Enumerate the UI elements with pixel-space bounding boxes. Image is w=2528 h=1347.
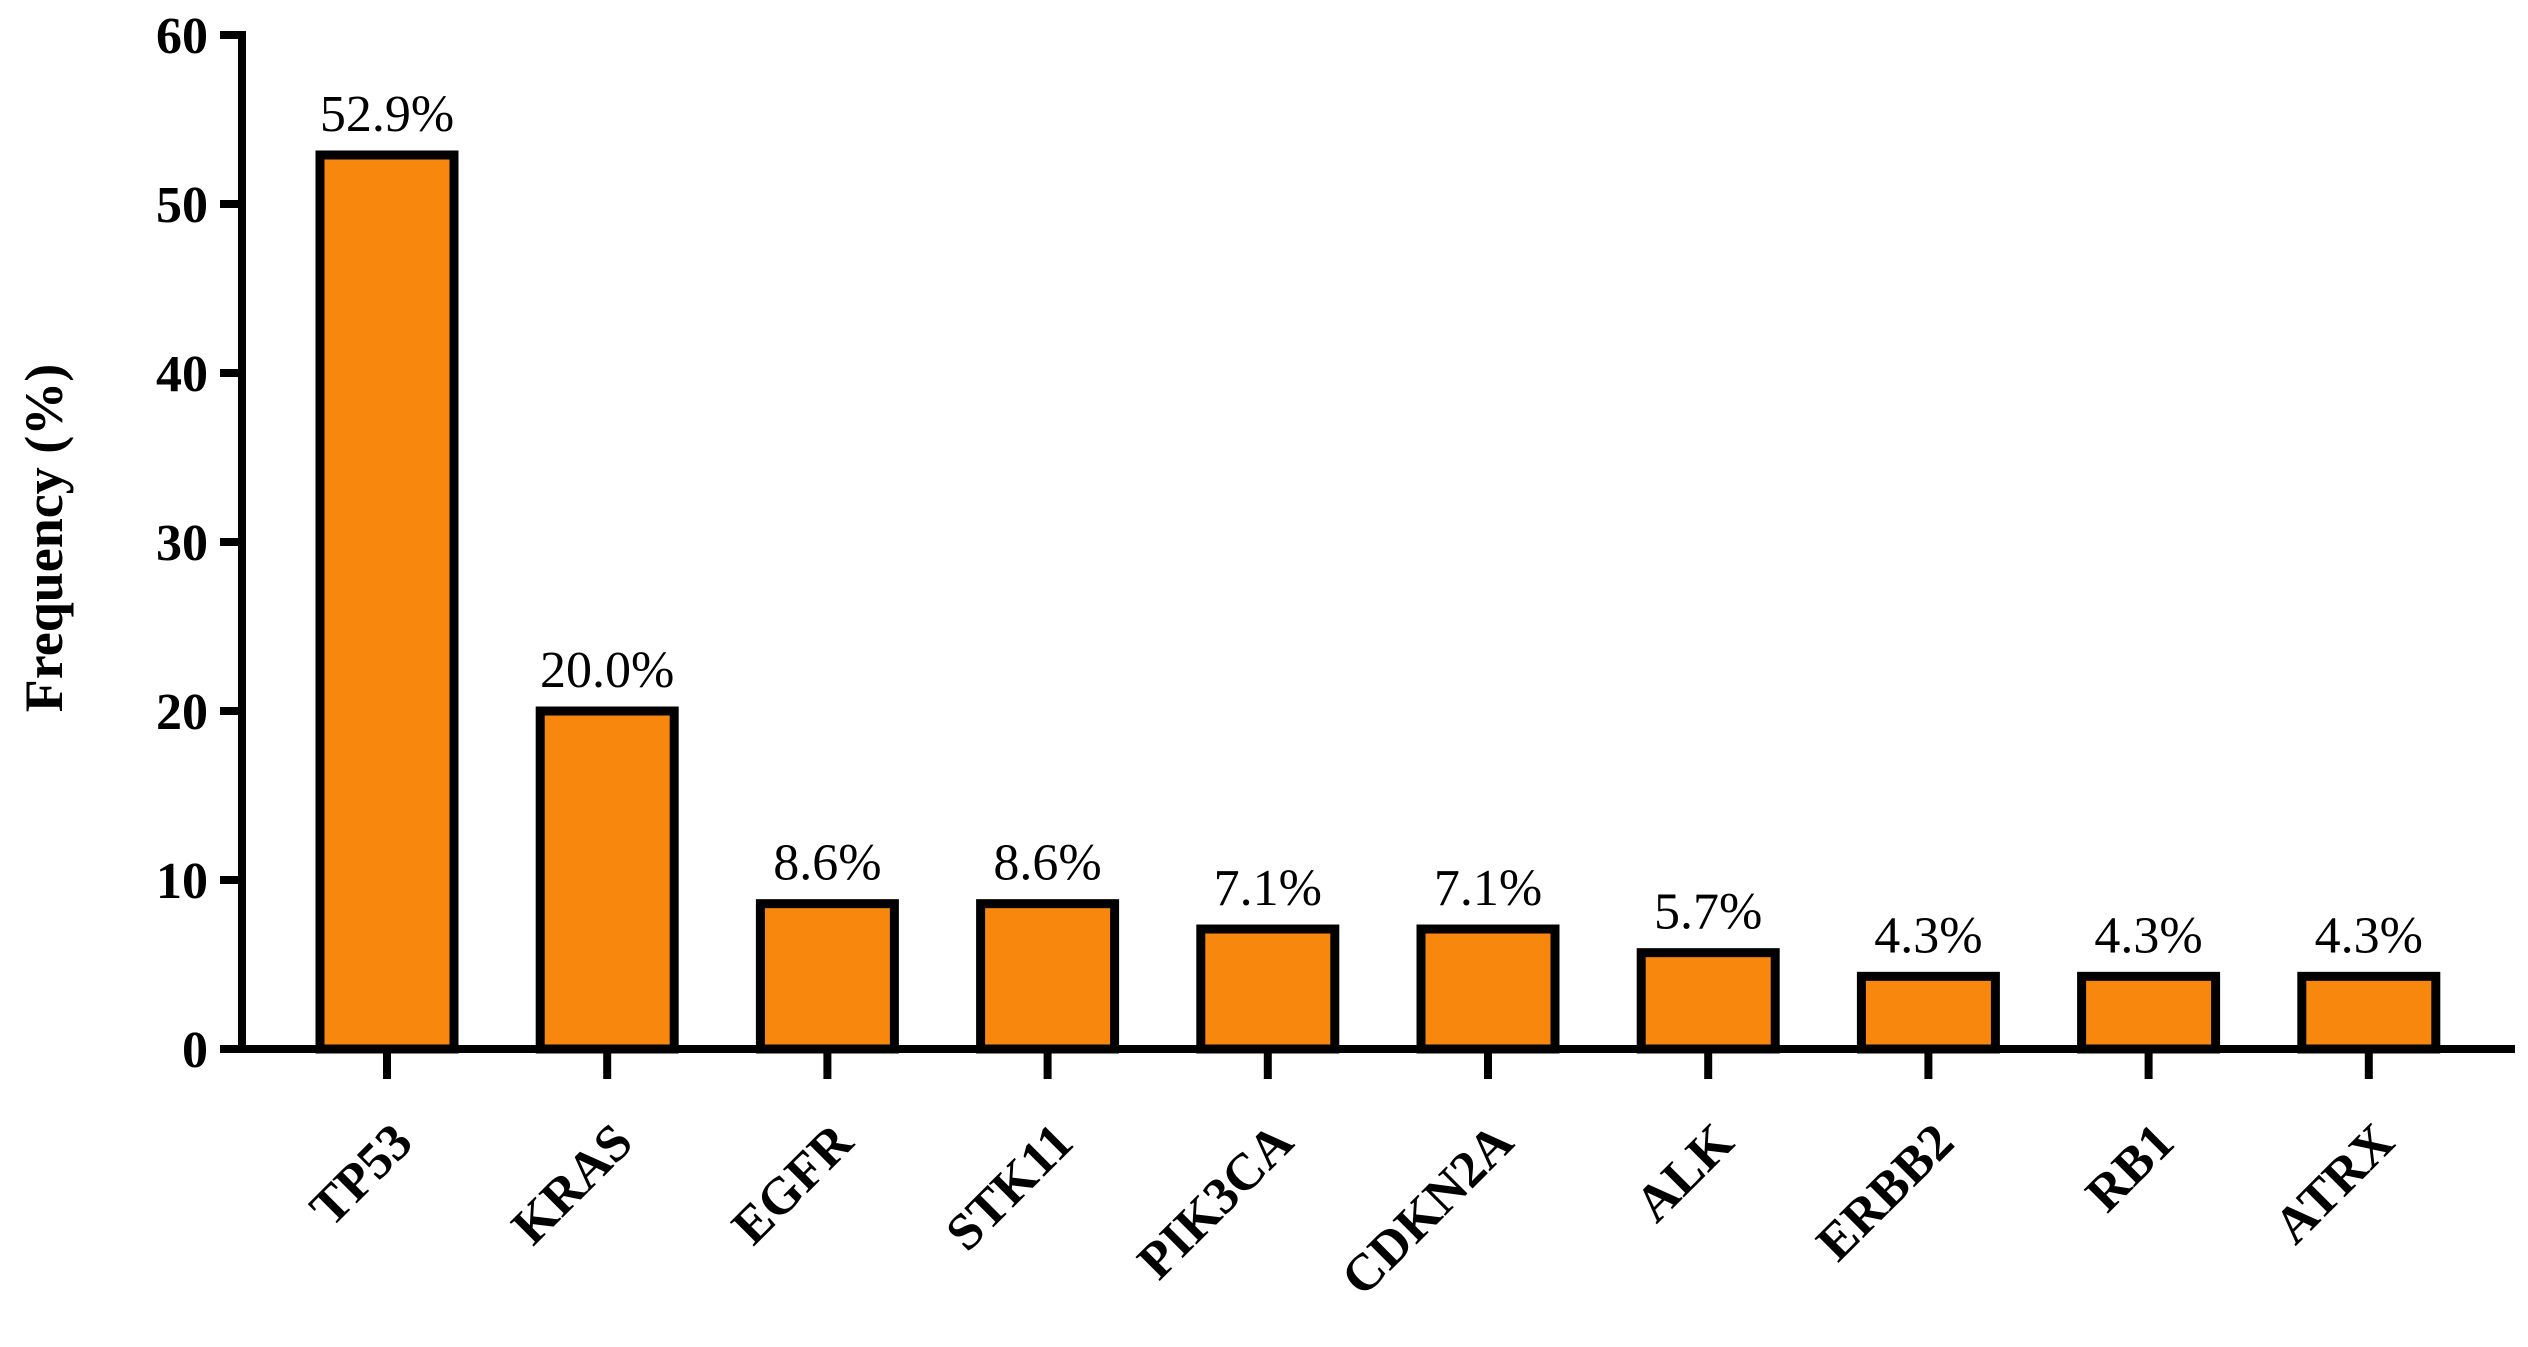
bar-kras [535, 706, 679, 1054]
x-tick-label-kras: KRAS [501, 1113, 643, 1255]
y-tick-label: 40 [156, 346, 208, 403]
data-label-kras: 20.0% [540, 642, 674, 699]
bar-tp53 [315, 150, 459, 1054]
data-label-stk11: 8.6% [993, 835, 1101, 892]
x-tick-label-stk11: STK11 [935, 1113, 1084, 1262]
x-tick-label-pik3ca: PIK3CA [1127, 1113, 1304, 1290]
data-label-rb1: 4.3% [2094, 907, 2202, 964]
data-label-tp53: 52.9% [320, 86, 454, 143]
bar-rb1 [2077, 971, 2221, 1054]
y-tick-label: 20 [156, 684, 208, 741]
data-label-egfr: 8.6% [773, 835, 881, 892]
y-tick-label: 0 [182, 1022, 208, 1079]
bar-egfr [755, 899, 899, 1054]
bar-erbb2 [1856, 971, 2000, 1054]
y-tick-label: 30 [156, 515, 208, 572]
y-tick-label: 50 [156, 177, 208, 234]
plot-area: 0 10 20 30 40 50 60 TP53 52.9% KRAS 20.0% EGFR 8.6% S… [156, 8, 2515, 1307]
x-tick-label-cdkn2a: CDKN2A [1331, 1113, 1525, 1307]
data-label-alk: 5.7% [1654, 884, 1762, 941]
data-label-atrx: 4.3% [2315, 907, 2423, 964]
x-tick-label-egfr: EGFR [721, 1112, 864, 1255]
bar-cdkn2a [1416, 924, 1560, 1054]
y-tick-label: 60 [156, 8, 208, 65]
data-label-cdkn2a: 7.1% [1434, 860, 1542, 917]
bar-stk11 [976, 899, 1120, 1054]
x-tick-label-erbb2: ERBB2 [1806, 1113, 1965, 1272]
data-label-pik3ca: 7.1% [1214, 860, 1322, 917]
x-tick-label-atrx: ATRX [2264, 1113, 2406, 1255]
x-tick-label-rb1: RB1 [2075, 1113, 2185, 1223]
y-tick-label: 10 [156, 853, 208, 910]
bar-alk [1636, 948, 1780, 1054]
y-axis-title: Frequency (%) [14, 364, 74, 712]
bar-atrx [2297, 971, 2441, 1054]
data-label-erbb2: 4.3% [1874, 907, 1982, 964]
bar-pik3ca [1196, 924, 1340, 1054]
x-tick-label-alk: ALK [1625, 1113, 1745, 1233]
x-tick-label-tp53: TP53 [299, 1113, 423, 1237]
